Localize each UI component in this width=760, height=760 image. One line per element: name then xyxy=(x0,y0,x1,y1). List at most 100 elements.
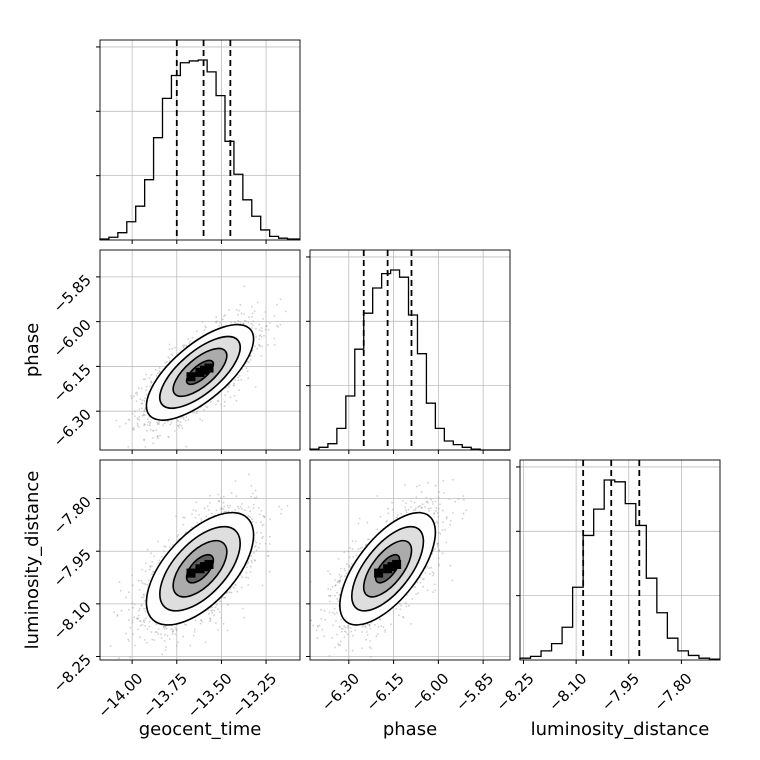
sample-point xyxy=(174,626,177,629)
sample-point xyxy=(157,437,160,439)
sample-point xyxy=(331,637,334,639)
sample-point xyxy=(129,656,132,658)
density-peak xyxy=(200,562,209,572)
sample-point xyxy=(170,353,173,355)
sample-point xyxy=(427,481,429,484)
sample-point xyxy=(109,645,112,647)
sample-point xyxy=(210,609,213,612)
sample-point xyxy=(237,313,240,316)
sample-point xyxy=(166,420,169,423)
sample-point xyxy=(253,496,256,499)
sample-point xyxy=(146,424,149,426)
sample-point xyxy=(162,625,165,628)
sample-point xyxy=(338,644,340,647)
sample-point xyxy=(263,516,266,519)
sample-point xyxy=(164,545,167,548)
sample-point xyxy=(141,582,144,584)
sample-point xyxy=(239,321,242,324)
sample-point xyxy=(229,504,232,507)
sample-point xyxy=(144,639,146,641)
sample-point xyxy=(145,393,148,396)
sample-point xyxy=(195,330,198,333)
sample-point xyxy=(209,501,211,504)
sample-point xyxy=(246,566,248,569)
sample-point xyxy=(155,375,158,377)
sample-point xyxy=(163,640,166,642)
sample-point xyxy=(249,510,252,513)
sample-point xyxy=(404,502,407,504)
sample-point xyxy=(249,359,252,361)
sample-point xyxy=(158,367,161,369)
sample-point xyxy=(157,628,160,630)
sample-point xyxy=(250,322,253,325)
sample-point xyxy=(217,608,219,611)
sample-point xyxy=(168,638,171,640)
sample-point xyxy=(170,421,173,424)
sample-point xyxy=(223,315,225,318)
sample-point xyxy=(195,412,198,415)
sample-point xyxy=(156,421,158,424)
sample-point xyxy=(140,407,143,410)
sample-point xyxy=(143,410,146,413)
sample-point xyxy=(144,599,146,602)
sample-point xyxy=(328,655,331,657)
sample-point xyxy=(243,319,246,322)
sample-point xyxy=(146,548,149,551)
sample-point xyxy=(144,414,147,416)
sample-point xyxy=(249,515,251,518)
sample-point xyxy=(337,643,340,645)
sample-point xyxy=(230,591,233,594)
sample-point xyxy=(185,344,188,347)
sample-point xyxy=(215,321,218,324)
sample-point xyxy=(276,303,278,306)
sample-point xyxy=(182,516,185,519)
sample-point xyxy=(169,423,172,426)
sample-point xyxy=(136,417,139,419)
sample-point xyxy=(147,421,150,424)
sample-point xyxy=(143,409,146,412)
sample-point xyxy=(183,516,186,519)
sample-point xyxy=(349,627,352,629)
sample-point xyxy=(200,518,203,520)
sample-point xyxy=(145,373,147,376)
contour-line xyxy=(159,525,241,612)
sample-point xyxy=(227,390,229,393)
sample-point xyxy=(286,505,289,507)
sample-point xyxy=(234,480,237,482)
sample-point xyxy=(150,552,153,555)
sample-point xyxy=(243,616,246,619)
sample-point xyxy=(237,319,240,322)
sample-point xyxy=(120,609,123,612)
sample-point xyxy=(161,556,163,558)
sample-point xyxy=(220,511,223,514)
sample-point xyxy=(191,526,193,529)
sample-point xyxy=(157,372,159,375)
sample-point xyxy=(223,400,226,403)
sample-point xyxy=(267,554,269,557)
sample-point xyxy=(221,596,224,599)
sample-point xyxy=(323,609,326,612)
sample-point xyxy=(438,496,440,499)
sample-point xyxy=(158,469,160,471)
sample-point xyxy=(260,521,262,524)
sample-point xyxy=(141,402,144,405)
sample-point xyxy=(237,379,240,382)
sample-point xyxy=(164,633,166,636)
sample-point xyxy=(368,623,371,626)
sample-point xyxy=(241,503,243,505)
panel-frame xyxy=(99,249,301,451)
sample-point xyxy=(216,320,218,322)
sample-point xyxy=(125,632,127,635)
sample-point xyxy=(348,564,351,567)
sample-point xyxy=(227,384,230,387)
sample-point xyxy=(132,427,135,429)
panel-frame xyxy=(99,459,301,661)
sample-point xyxy=(273,315,276,317)
sample-point xyxy=(216,399,219,402)
sample-point xyxy=(217,400,220,403)
sample-point xyxy=(149,421,152,424)
sample-point xyxy=(162,424,165,427)
sample-point xyxy=(160,637,163,640)
sample-point xyxy=(143,594,146,596)
sample-point xyxy=(262,523,265,526)
